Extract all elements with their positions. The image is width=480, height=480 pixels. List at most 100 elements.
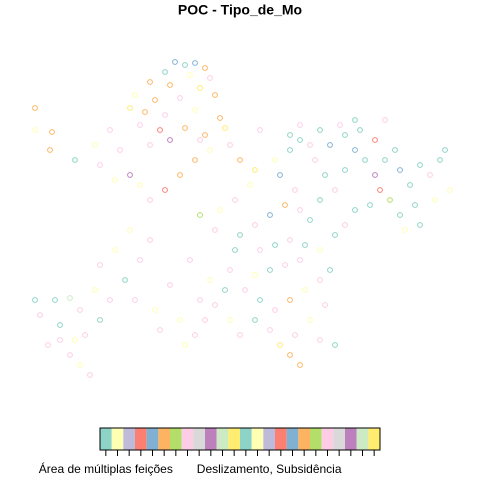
key-swatch [135, 428, 147, 450]
point [122, 277, 128, 283]
point [272, 157, 278, 163]
point [162, 112, 168, 118]
map-title: POC - Tipo_de_Mo [178, 2, 302, 18]
point [67, 295, 73, 301]
point [97, 162, 103, 168]
key-swatch [251, 428, 264, 450]
point [267, 267, 273, 273]
point [267, 212, 273, 218]
point [127, 227, 133, 233]
point [297, 137, 303, 143]
point [252, 272, 258, 278]
point [177, 95, 183, 101]
point [312, 157, 318, 163]
point [272, 242, 278, 248]
point [197, 297, 203, 303]
point [237, 332, 243, 338]
key-swatch [356, 428, 369, 450]
point [352, 147, 358, 153]
point [167, 82, 173, 88]
point [32, 105, 38, 111]
point [37, 312, 43, 318]
point [157, 127, 163, 133]
point [332, 187, 338, 193]
point [257, 297, 263, 303]
point [82, 332, 88, 338]
point [132, 297, 138, 303]
point [57, 337, 63, 343]
key-swatch [368, 428, 380, 450]
point [77, 307, 83, 313]
key-swatch [298, 428, 310, 450]
point [177, 317, 183, 323]
point [97, 317, 103, 323]
point [232, 197, 238, 203]
key-swatch [263, 428, 275, 450]
point [137, 182, 143, 188]
point [242, 287, 248, 293]
point [147, 197, 153, 203]
point [252, 222, 258, 228]
key-swatch [170, 428, 182, 450]
point [162, 187, 168, 193]
point [297, 257, 303, 263]
point [192, 60, 198, 66]
point [222, 125, 228, 131]
point [327, 142, 333, 148]
point [332, 232, 338, 238]
point [217, 115, 223, 121]
point [97, 262, 103, 268]
key-swatch [286, 428, 299, 450]
point [292, 187, 298, 193]
point [162, 69, 168, 75]
point [382, 157, 388, 163]
point [227, 267, 233, 273]
key-swatch [228, 428, 240, 450]
point [302, 242, 308, 248]
point [307, 317, 313, 323]
point [382, 117, 388, 123]
key-swatch [100, 428, 112, 450]
point [182, 342, 188, 348]
point [92, 142, 98, 148]
point [272, 307, 278, 313]
point [342, 132, 348, 138]
point [207, 277, 213, 283]
point [287, 352, 293, 358]
point [197, 212, 203, 218]
key-swatch [321, 428, 334, 450]
point [317, 247, 323, 253]
point [397, 212, 403, 218]
point [45, 342, 51, 348]
point [417, 222, 423, 228]
point [107, 127, 113, 133]
point [317, 337, 323, 343]
point [147, 237, 153, 243]
point [287, 297, 293, 303]
key-swatch [123, 428, 135, 450]
point [357, 127, 363, 133]
point [192, 107, 198, 113]
key-label: Área de múltiplas feições [39, 461, 173, 476]
point [287, 147, 293, 153]
point [387, 197, 393, 203]
key-swatch [310, 428, 322, 450]
key-swatch [146, 428, 159, 450]
point [137, 122, 143, 128]
point [287, 237, 293, 243]
point [407, 182, 413, 188]
point [187, 257, 193, 263]
point [157, 327, 163, 333]
point [317, 277, 323, 283]
point [182, 125, 188, 131]
point [352, 117, 358, 123]
point [292, 332, 298, 338]
point [67, 352, 73, 358]
point [127, 172, 133, 178]
point [317, 127, 323, 133]
point [277, 172, 283, 178]
point [202, 132, 208, 138]
point [167, 137, 173, 143]
key-swatch [240, 428, 252, 450]
